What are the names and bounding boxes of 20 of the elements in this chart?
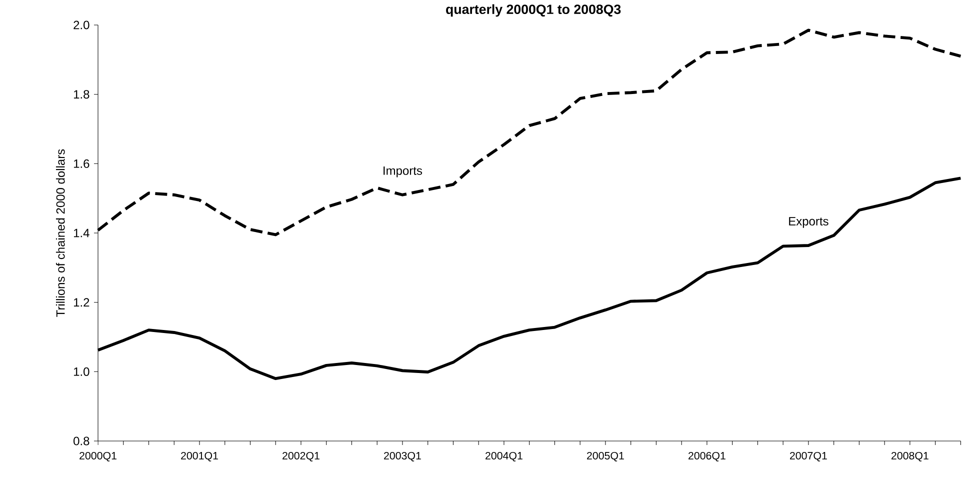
x-tick-label: 2002Q1 — [282, 452, 320, 462]
x-tick-label: 2001Q1 — [181, 452, 218, 462]
x-tick-label: 2000Q1 — [80, 452, 116, 462]
x-tick-label: 2007Q1 — [790, 452, 827, 462]
y-tick-label: 1.2 — [74, 298, 90, 307]
series-label: Exports — [789, 217, 828, 228]
x-tick-label: 2004Q1 — [486, 452, 522, 462]
y-axis-title: Trillions of chained 2000 dollars — [56, 149, 65, 317]
y-tick-label: 0.8 — [74, 436, 90, 446]
x-tick-label: 2005Q1 — [587, 452, 624, 462]
y-tick-label: 2.0 — [74, 20, 90, 30]
y-tick-label: 1.0 — [74, 367, 90, 376]
x-tick-label: 2006Q1 — [688, 452, 726, 462]
y-tick-label: 1.4 — [74, 228, 90, 238]
x-tick-label: 2003Q1 — [384, 452, 421, 462]
y-tick-label: 1.6 — [74, 159, 90, 168]
chart-title: quarterly 2000Q1 to 2008Q3 — [446, 4, 621, 17]
series-label: Imports — [384, 166, 422, 178]
y-tick-label: 1.8 — [74, 90, 90, 99]
x-tick-label: 2008Q1 — [891, 452, 928, 462]
